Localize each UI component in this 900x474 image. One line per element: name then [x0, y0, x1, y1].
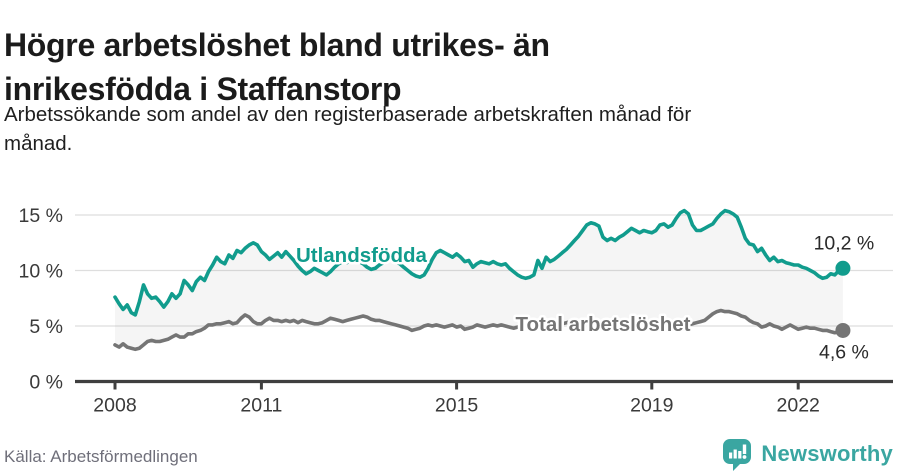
series-end-value-label: 10,2 %: [814, 232, 875, 254]
y-tick-label: 15 %: [19, 205, 63, 227]
series-name-label: Utlandsfödda: [296, 244, 428, 267]
y-tick-label: 10 %: [19, 261, 63, 283]
unemployment-line-chart: 2008 2011 2015 2019 2022 0 % 5 % 10 % 15 % 10,2 %…: [19, 205, 893, 417]
subtitle-line-1: Arbetssökande som andel av den registerb…: [4, 103, 692, 126]
y-tick-label: 5 %: [29, 316, 63, 338]
series-end-dot: [835, 322, 851, 338]
title-line-1: Högre arbetslöshet bland utrikes- än: [4, 27, 550, 64]
series-line: [113, 308, 845, 352]
subtitle-line-2: månad.: [4, 132, 73, 155]
x-tick-label: 2015: [435, 395, 479, 417]
x-tick-label: 2011: [240, 395, 282, 417]
series-end-dot: [835, 260, 851, 276]
series-line: [113, 208, 845, 317]
title-line-2: inrikesfödda i Staffanstorp: [4, 71, 402, 108]
newsworthy-brand: Newsworthy: [722, 438, 893, 471]
page-title: Högre arbetslöshet bland utrikes- än inr…: [4, 23, 864, 111]
chart-subtitle: Arbetssökande som andel av den registerb…: [4, 100, 864, 158]
x-tick-label: 2008: [93, 395, 136, 417]
source-note: Källa: Arbetsförmedlingen: [4, 447, 198, 466]
newsworthy-wordmark: Newsworthy: [761, 441, 893, 466]
x-tick-label: 2022: [777, 395, 820, 417]
x-tick-label: 2019: [630, 395, 673, 417]
series-name-label: Total arbetslöshet: [515, 313, 690, 336]
newsworthy-logo-icon: [723, 438, 752, 471]
y-tick-label: 0 %: [29, 372, 63, 394]
series-end-value-label: 4,6 %: [819, 341, 869, 363]
fill-between-series: [115, 210, 843, 350]
